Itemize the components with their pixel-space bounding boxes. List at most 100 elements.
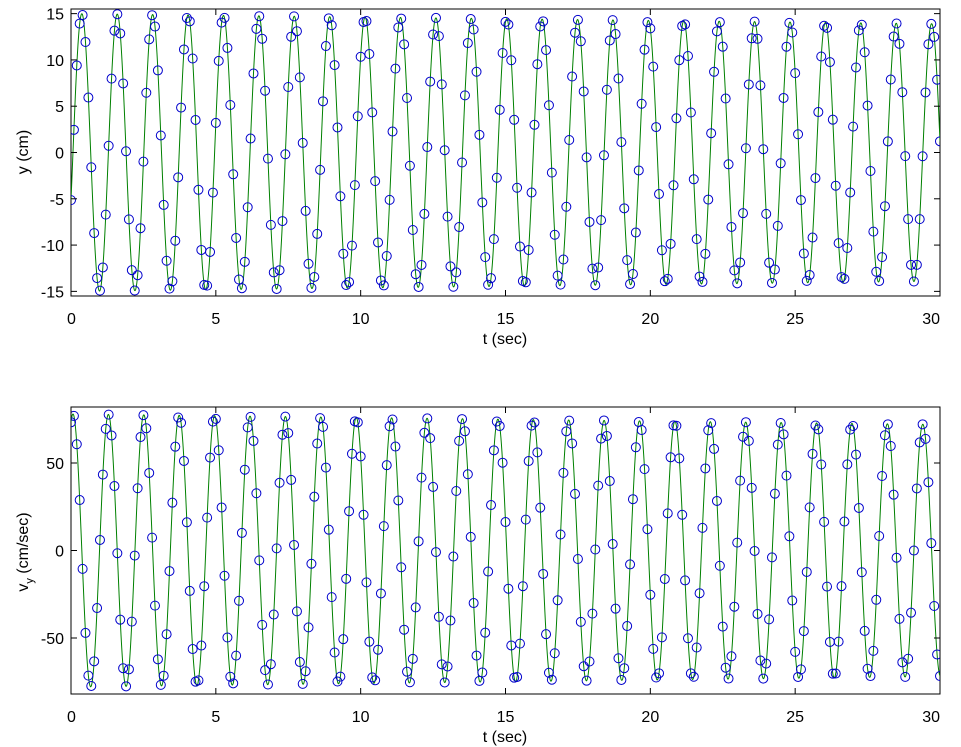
- data-point: [911, 483, 922, 494]
- data-point: [798, 248, 809, 259]
- data-point: [822, 581, 833, 592]
- data-point: [245, 411, 256, 422]
- data-point: [932, 649, 940, 660]
- data-point: [610, 29, 621, 40]
- data-point: [442, 661, 453, 672]
- data-point: [500, 16, 511, 27]
- data-point: [94, 285, 105, 296]
- data-point: [529, 119, 540, 130]
- data-point: [225, 671, 236, 682]
- data-point: [587, 608, 598, 619]
- data-point: [743, 435, 754, 446]
- data-point: [642, 17, 653, 28]
- data-point: [459, 90, 470, 101]
- data-point: [332, 122, 343, 133]
- data-point: [416, 472, 427, 483]
- data-point: [784, 17, 795, 28]
- data-point: [874, 531, 885, 541]
- data-point: [355, 451, 366, 462]
- data-point: [286, 31, 297, 42]
- data-point: [581, 152, 592, 163]
- data-point: [688, 671, 699, 682]
- data-point: [680, 575, 691, 586]
- data-point: [726, 221, 737, 232]
- data-point: [514, 241, 525, 252]
- x-tick-label: 25: [786, 709, 804, 726]
- data-point: [894, 38, 905, 49]
- data-point: [413, 536, 424, 547]
- data-point: [207, 187, 218, 198]
- data-point: [280, 149, 291, 160]
- data-point: [732, 278, 743, 289]
- data-point: [865, 671, 876, 682]
- data-point: [506, 55, 517, 66]
- data-point: [413, 281, 424, 292]
- data-point: [483, 566, 494, 577]
- data-point: [164, 566, 175, 577]
- data-point: [894, 613, 905, 624]
- data-point: [477, 667, 488, 678]
- data-point: [144, 34, 155, 45]
- data-point: [141, 423, 152, 434]
- data-point: [549, 648, 560, 659]
- data-point: [349, 180, 360, 191]
- data-point: [627, 494, 638, 505]
- data-point: [755, 655, 766, 666]
- data-point: [303, 622, 314, 633]
- data-point: [668, 420, 679, 431]
- data-point: [720, 93, 731, 104]
- data-point: [793, 129, 804, 140]
- data-point: [433, 611, 444, 622]
- data-point: [639, 464, 650, 475]
- data-point: [335, 191, 346, 202]
- data-point: [790, 646, 801, 657]
- data-point: [543, 667, 554, 678]
- data-point: [914, 437, 925, 448]
- y-tick-label: 0: [55, 544, 64, 561]
- data-point: [619, 663, 630, 674]
- data-point: [575, 616, 586, 627]
- data-point: [436, 659, 447, 670]
- data-point: [318, 96, 329, 107]
- data-point: [231, 232, 242, 243]
- data-point: [801, 275, 812, 286]
- data-point: [682, 50, 693, 61]
- data-point: [425, 433, 436, 444]
- data-point: [500, 517, 511, 528]
- data-point: [115, 614, 126, 625]
- data-point: [390, 63, 401, 74]
- data-point: [914, 214, 925, 225]
- data-point: [462, 38, 473, 49]
- data-point: [445, 615, 456, 626]
- data-point: [187, 644, 198, 655]
- data-point: [868, 226, 879, 237]
- data-point: [787, 595, 798, 606]
- data-point: [170, 235, 181, 246]
- y-axis-title: y (cm): [15, 130, 32, 174]
- data-point: [526, 420, 537, 431]
- data-point: [123, 664, 134, 675]
- y-tick-label: 15: [46, 7, 64, 24]
- data-point: [300, 205, 311, 216]
- data-point: [735, 257, 746, 268]
- data-point: [703, 194, 714, 205]
- data-point: [648, 61, 659, 72]
- data-point: [378, 521, 389, 532]
- data-point: [242, 202, 253, 213]
- data-point: [164, 283, 175, 294]
- data-point: [546, 167, 557, 178]
- data-point: [384, 421, 395, 432]
- data-point: [228, 169, 239, 180]
- data-point: [656, 632, 667, 643]
- data-point: [694, 271, 705, 282]
- data-point: [404, 160, 415, 171]
- data-point: [801, 566, 812, 577]
- data-point: [541, 629, 552, 640]
- data-point: [654, 189, 665, 200]
- data-point: [245, 133, 256, 144]
- data-point: [364, 636, 375, 647]
- data-point: [871, 266, 882, 277]
- data-point: [541, 45, 552, 56]
- data-point: [419, 208, 430, 219]
